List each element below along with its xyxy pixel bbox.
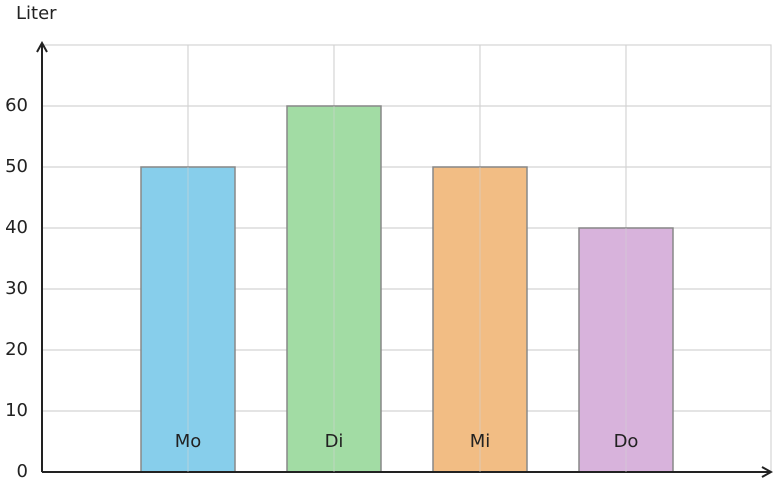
y-tick-label: 20 — [5, 339, 28, 360]
y-tick-label: 40 — [5, 217, 28, 238]
category-label: Mo — [175, 431, 202, 452]
y-tick-label: 30 — [5, 278, 28, 299]
category-label: Di — [325, 431, 344, 452]
y-tick-label: 60 — [5, 95, 28, 116]
y-axis-label: Liter — [16, 3, 57, 24]
category-label: Mi — [470, 431, 491, 452]
y-tick-label: 0 — [17, 461, 28, 482]
y-tick-label: 50 — [5, 156, 28, 177]
y-tick-label: 10 — [5, 400, 28, 421]
category-label: Do — [614, 431, 639, 452]
